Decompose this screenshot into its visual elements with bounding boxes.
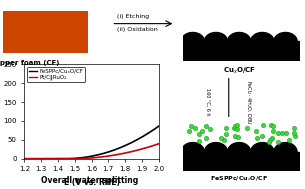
X-axis label: E (V vs. RHE): E (V vs. RHE)	[63, 178, 120, 187]
Text: Overall water splitting: Overall water splitting	[41, 176, 138, 185]
Text: Copper foam (CF): Copper foam (CF)	[0, 60, 59, 67]
Text: (ii) Oxidation: (ii) Oxidation	[117, 27, 158, 32]
Text: Cu$_x$O/CF: Cu$_x$O/CF	[223, 66, 256, 76]
Text: FeSPPc/Cu$_x$O/CF: FeSPPc/Cu$_x$O/CF	[210, 174, 268, 183]
Text: 160 °C, 6 h: 160 °C, 6 h	[206, 88, 210, 116]
Text: (i) Etching: (i) Etching	[117, 14, 149, 19]
Legend: FeSPPc/CuₓO/CF, Pt/C‖RuO₂: FeSPPc/CuₓO/CF, Pt/C‖RuO₂	[27, 67, 85, 82]
Text: FeCl$_2\cdot$4H$_2$O, DBU: FeCl$_2\cdot$4H$_2$O, DBU	[244, 80, 253, 124]
